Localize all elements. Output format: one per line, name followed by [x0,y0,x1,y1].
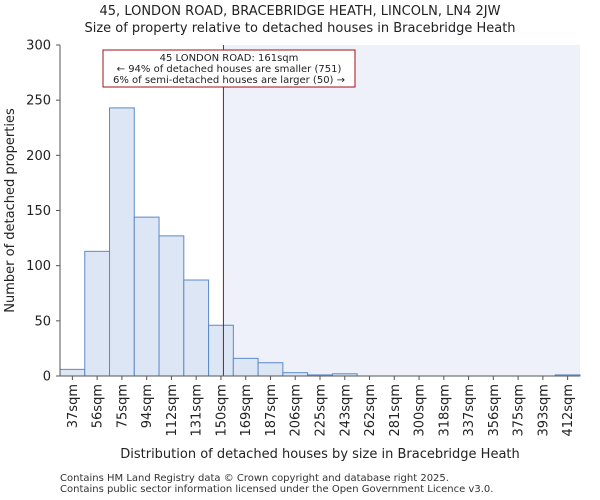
x-tick-label: 393sqm [536,384,551,437]
x-tick-label: 412sqm [561,384,576,437]
x-tick-label: 300sqm [413,384,428,437]
x-axis-label: Distribution of detached houses by size … [120,447,520,462]
bar-94sqm [133,216,160,377]
axes-group: 0 50 100 150 200 250 300 37sqm 56sqm 75sqm 94sqm 11… [26,39,580,437]
annotation-frame [102,49,356,88]
x-tick-label: 150sqm [214,384,229,437]
footer-line-2: Contains public sector information licen… [60,484,494,495]
bar-112sqm [158,235,185,377]
annotation-line-3: 6% of semi-detached houses are larger (5… [113,75,345,86]
x-tick-label: 187sqm [264,384,279,437]
chart-title: 45, LONDON ROAD, BRACEBRIDGE HEATH, LINC… [0,3,600,37]
x-tick-label: 318sqm [437,384,452,437]
bar-37sqm [59,368,86,377]
footer: Contains HM Land Registry data © Crown c… [60,473,493,495]
bar-75sqm [109,107,135,377]
x-tick-label: 281sqm [388,384,403,437]
y-tick-label: 300 [26,39,51,54]
annotation-box: 45 LONDON ROAD: 161sqm ← 94% of detached… [102,49,356,88]
x-tick-label: 94sqm [140,384,155,428]
bar-169sqm [232,357,259,377]
x-tick-label: 112sqm [165,384,180,437]
x-tick-label: 375sqm [512,384,527,437]
bar-187sqm [257,362,284,377]
y-tick-label: 150 [26,204,51,219]
x-tick-label: 356sqm [487,384,502,437]
x-tick-label: 131sqm [190,384,205,437]
x-tick-label: 37sqm [66,384,81,428]
title-line-1: 45, LONDON ROAD, BRACEBRIDGE HEATH, LINC… [99,4,501,19]
y-tick-label: 50 [34,314,51,329]
y-tick-label: 250 [26,94,51,109]
x-tick-label: 56sqm [91,384,106,428]
y-tick-label: 100 [26,259,51,274]
x-tick-label: 337sqm [462,384,477,437]
bar-150sqm [208,324,234,377]
footer-line-1: Contains HM Land Registry data © Crown c… [60,473,449,484]
x-tick-label: 206sqm [289,384,304,437]
y-tick-label: 0 [43,370,51,385]
bars-group [59,107,581,377]
bar-131sqm [183,279,210,377]
x-tick-label: 75sqm [115,384,130,428]
x-tick-label: 225sqm [314,384,329,437]
title-line-2: Size of property relative to detached ho… [84,21,516,36]
bar-56sqm [84,250,111,377]
annotation-line-1: 45 LONDON ROAD: 161sqm [160,53,299,64]
plot-shaded-region [223,45,580,376]
x-tick-label: 243sqm [338,384,353,437]
annotation-line-2: ← 94% of detached houses are smaller (75… [117,64,342,75]
x-tick-label: 169sqm [239,384,254,437]
y-tick-label: 200 [26,149,51,164]
x-tick-label: 262sqm [363,384,378,437]
y-axis-label: Number of detached properties [3,108,18,313]
